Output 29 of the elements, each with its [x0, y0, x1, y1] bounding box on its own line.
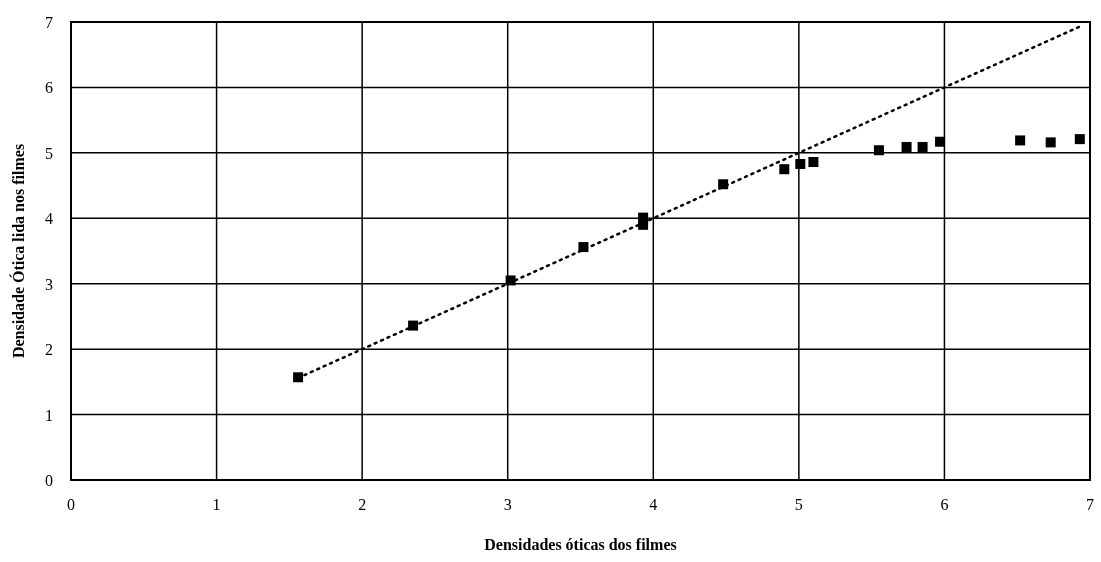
x-tick-label: 0 — [67, 496, 75, 513]
point — [1045, 137, 1056, 148]
point — [873, 145, 884, 156]
x-tick-label: 7 — [1086, 496, 1094, 513]
point — [935, 136, 946, 147]
y-tick-label: 6 — [45, 79, 53, 97]
point — [808, 157, 819, 168]
x-tick-label: 1 — [212, 496, 221, 513]
y-axis-title: Densidade Ótica lida nos filmes — [9, 143, 27, 359]
point — [293, 372, 304, 383]
point — [779, 164, 790, 175]
x-tick-label: 6 — [940, 496, 949, 513]
y-tick-label: 1 — [45, 406, 53, 424]
point — [917, 141, 928, 152]
point — [795, 158, 806, 169]
x-tick-label: 2 — [358, 496, 367, 513]
x-tick-label: 4 — [649, 496, 658, 513]
x-tick-label: 5 — [794, 496, 803, 513]
x-axis-title: Densidades óticas dos filmes — [484, 536, 677, 553]
x-tick-label: 3 — [503, 496, 512, 513]
y-tick-label: 4 — [45, 210, 53, 228]
y-tick-label: 5 — [45, 144, 53, 162]
point — [1015, 135, 1026, 146]
y-tick-label: 7 — [45, 14, 53, 31]
y-tick-label: 2 — [45, 341, 53, 359]
y-tick-label: 0 — [45, 472, 53, 489]
point — [1074, 134, 1085, 145]
point — [901, 141, 912, 152]
y-tick-label: 3 — [45, 275, 53, 293]
